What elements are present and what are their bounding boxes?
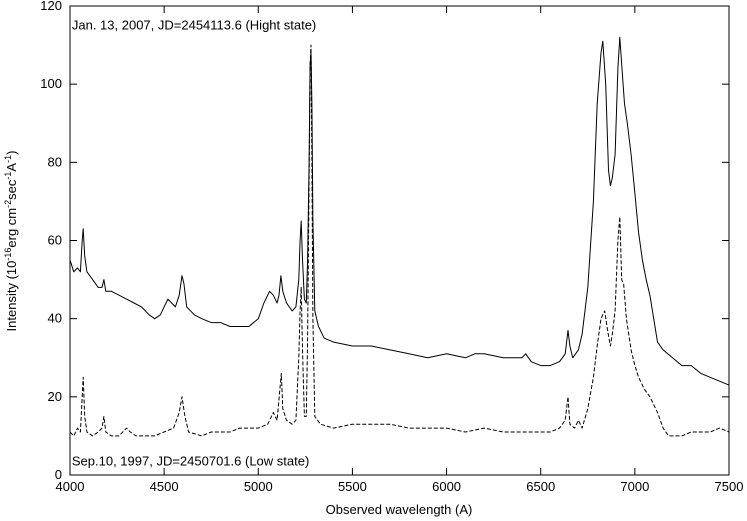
ylabel-exp4: -1	[3, 155, 13, 163]
annotation-high-state: Jan. 13, 2007, JD=2454113.6 (Hight state…	[72, 18, 316, 33]
y-axis-ticks: 0 20 40 60 80 100 120	[40, 0, 729, 482]
ylabel-mid3: A	[4, 163, 19, 172]
x-tick-label: 4000	[56, 479, 85, 494]
y-tick-label: 120	[40, 0, 62, 13]
x-axis-label: Observed wavelength (A)	[326, 502, 473, 517]
x-tick-label: 7500	[715, 479, 744, 494]
y-tick-label: 20	[48, 389, 62, 404]
y-axis-label: Intensity (10-16erg cm-2sec-1A-1)	[3, 151, 19, 332]
ylabel-prefix: Intensity (10	[4, 261, 19, 332]
x-tick-label: 6000	[432, 479, 461, 494]
x-tick-label: 5000	[244, 479, 273, 494]
y-tick-label: 100	[40, 76, 62, 91]
annotation-low-state: Sep.10, 1997, JD=2450701.6 (Low state)	[72, 453, 309, 468]
series-line-high-state	[69, 36, 730, 386]
ylabel-mid2: sec	[4, 179, 19, 200]
ylabel-exp2: -2	[3, 200, 13, 208]
y-tick-label: 80	[48, 154, 62, 169]
ylabel-suffix: )	[4, 151, 19, 155]
x-axis-ticks: 4000 4500 5000 5500 6000 6500 7000 7500	[56, 6, 744, 494]
plot-frame	[69, 5, 730, 476]
y-tick-label: 0	[55, 467, 62, 482]
y-tick-label: 60	[48, 233, 62, 248]
ylabel-mid1: erg cm	[4, 208, 19, 248]
x-tick-label: 7000	[620, 479, 649, 494]
x-tick-label: 6500	[526, 479, 555, 494]
x-tick-label: 4500	[150, 479, 179, 494]
ylabel-exp1: -16	[3, 248, 13, 261]
x-tick-label: 5500	[338, 479, 367, 494]
y-tick-label: 40	[48, 311, 62, 326]
ylabel-exp3: -1	[3, 172, 13, 180]
series-line-low-state	[69, 44, 730, 437]
series-layer	[69, 36, 730, 437]
